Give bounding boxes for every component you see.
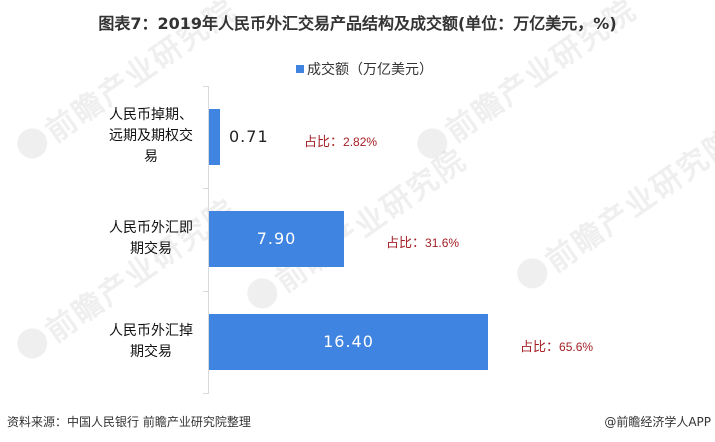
source-note: 资料来源：中国人民银行 前瞻产业研究院整理 [7,415,251,429]
share-annotation: 占比：65.6% [520,340,594,355]
brand-logo-icon [11,122,54,165]
category-axis [208,86,209,394]
axis-tick [203,393,208,394]
axis-tick [203,86,208,87]
share-annotation: 占比：2.82% [304,135,378,150]
bar-value-label: 7.90 [256,229,297,248]
axis-tick [203,291,208,292]
category-label: 人民币外汇掉 期交易 [109,323,193,360]
chart-legend: 成交额（万亿美元） [0,59,715,79]
data-bar[interactable] [209,211,344,267]
legend-swatch-icon [296,65,304,73]
brand-credit: @前瞻经济学人APP [604,415,711,429]
brand-logo-icon [11,322,54,365]
watermark-logo: 前瞻产业研究院 [507,116,715,300]
share-annotation: 占比：31.6% [386,236,460,251]
category-label: 人民币掉期、 远期及期权交 易 [109,107,193,165]
chart-title: 图表7：2019年人民币外汇交易产品结构及成交额(单位：万亿美元，%) [98,14,617,33]
brand-logo-icon [241,272,284,315]
brand-logo-icon [411,122,454,165]
axis-tick [203,188,208,189]
data-bar[interactable] [209,314,488,370]
category-label: 人民币外汇即 期交易 [109,220,193,257]
legend-label: 成交额（万亿美元） [307,62,433,78]
bar-value-label: 0.71 [229,127,269,146]
data-bar[interactable] [209,109,220,165]
bar-value-label: 16.40 [323,332,374,351]
brand-logo-icon [511,252,554,295]
